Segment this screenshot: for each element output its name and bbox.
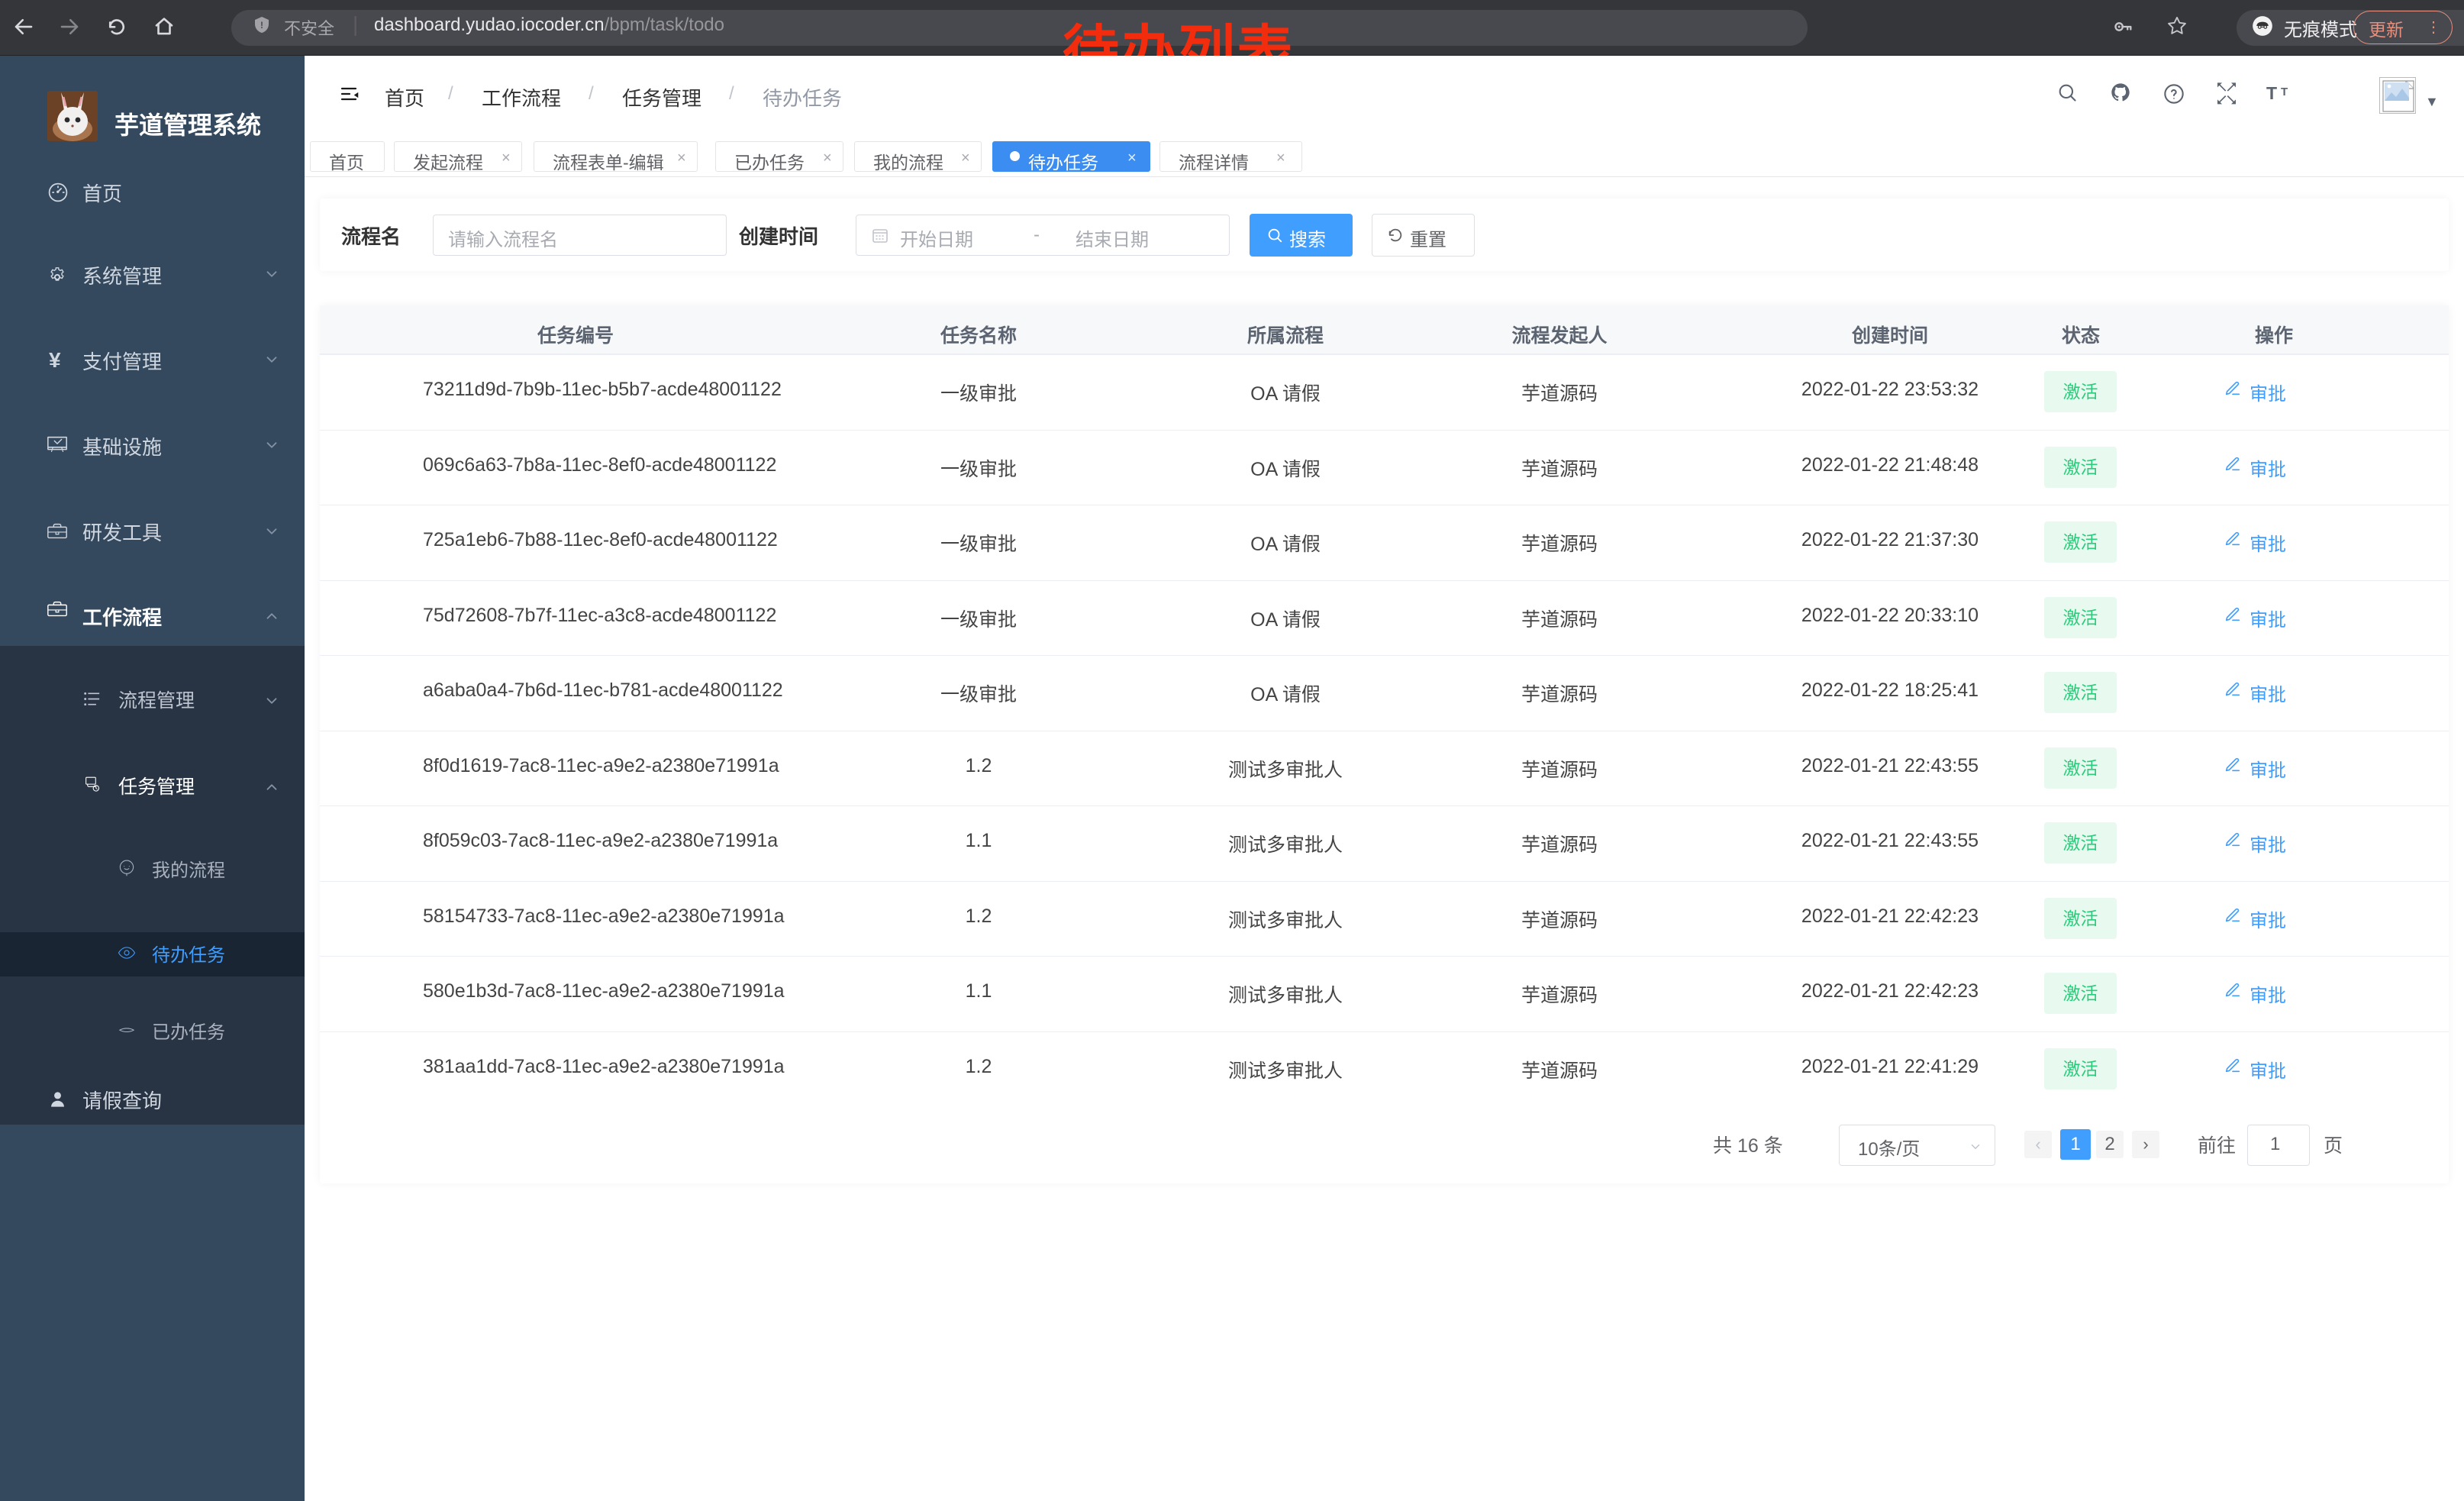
svg-text:!: !	[260, 20, 263, 31]
svg-text:T: T	[2266, 84, 2277, 103]
svg-text:T: T	[2281, 86, 2288, 98]
